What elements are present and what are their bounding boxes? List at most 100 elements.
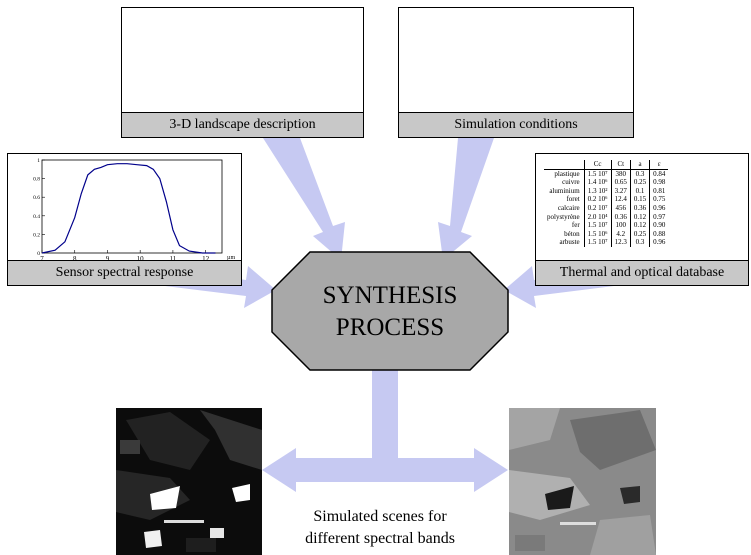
- cell-material: fer: [571, 221, 580, 230]
- table-row: aluminium 1.3 10² 3.27 0.1 0.81: [544, 186, 669, 196]
- cell-ct: 0.36: [610, 212, 631, 222]
- conditions-box: Simulation conditions: [398, 7, 634, 138]
- cell-a: 0.3: [629, 238, 650, 247]
- table-row: fer 1.5 10⁷ 100 0.12 0.90: [544, 221, 669, 230]
- x-tick-label: 11: [170, 255, 177, 263]
- cell-ct: 12.3: [610, 238, 631, 247]
- cell-a: 0.25: [629, 178, 650, 187]
- y-tick-label: 1: [37, 158, 40, 164]
- database-box: Cc Ct a ε plastique 1.5 10⁷ 380 0.3 0.84 cuiv…: [535, 153, 749, 286]
- database-caption: Thermal and optical database: [536, 260, 748, 285]
- table-row: calcaire 0.2 10⁷ 456 0.36 0.96: [544, 203, 669, 213]
- process-line-1: SYNTHESIS: [322, 282, 458, 309]
- process-line-2: PROCESS: [335, 314, 445, 341]
- cell-a: 0.15: [629, 195, 650, 204]
- conditions-caption: Simulation conditions: [399, 112, 633, 137]
- cell-material: foret: [566, 195, 580, 204]
- scenes-line-2: different spectral bands: [305, 530, 455, 547]
- scenes-line-1: Simulated scenes for: [313, 508, 447, 525]
- x-tick-label: 12: [202, 255, 210, 263]
- cell-epsilon: 0.81: [649, 186, 669, 196]
- cell-a: 0.12: [629, 212, 650, 222]
- x-tick-label: 7: [40, 255, 44, 263]
- table-header-row: Cc Ct a ε: [544, 160, 669, 170]
- y-tick-label: 0.8: [33, 177, 40, 183]
- table-row: béton 1.5 10⁶ 4.2 0.25 0.88: [544, 229, 669, 239]
- material-database-table: Cc Ct a ε plastique 1.5 10⁷ 380 0.3 0.84 cuiv…: [544, 160, 669, 247]
- arrow-to-scene-right: [385, 448, 508, 492]
- cell-epsilon: 0.75: [649, 195, 669, 204]
- cell-material: béton: [564, 229, 580, 238]
- cell-cc: 1.5 10⁷: [583, 221, 612, 230]
- cell-ct: 100: [610, 221, 631, 230]
- cell-epsilon: 0.98: [649, 178, 669, 187]
- sensor-response-chart: 7 8 9 10 11 12 0 0.2 0.4 0.6 0.8 1 µm: [33, 158, 235, 263]
- cell-material: plastique: [554, 169, 580, 178]
- header-cc: Cc: [583, 160, 612, 170]
- cell-ct: 4.2: [610, 229, 631, 239]
- header-a: a: [629, 160, 650, 170]
- cell-epsilon: 0.90: [649, 221, 669, 230]
- cell-ct: 3.27: [610, 186, 631, 196]
- cell-cc: 1.5 10⁷: [583, 238, 612, 247]
- cell-epsilon: 0.88: [649, 229, 669, 239]
- arrow-conditions-to-process: [438, 138, 494, 260]
- cell-cc: 2.0 10⁴: [583, 212, 612, 222]
- synthesis-process-label: SYNTHESIS PROCESS: [272, 253, 508, 371]
- simulated-scene-right: [509, 408, 656, 555]
- simulated-scenes-caption: Simulated scenes for different spectral …: [258, 506, 502, 550]
- y-tick-label: 0.6: [33, 195, 40, 201]
- x-tick-label: 10: [137, 255, 145, 263]
- cell-material: cuivre: [562, 178, 580, 187]
- flow-arrows: [165, 138, 614, 492]
- chart-series-line: [41, 163, 216, 254]
- cell-a: 0.12: [629, 221, 650, 230]
- sensor-caption: Sensor spectral response: [8, 260, 241, 285]
- cell-cc: 1.5 10⁶: [583, 229, 612, 239]
- chart-x-unit: µm: [227, 255, 235, 261]
- cell-a: 0.1: [629, 186, 650, 196]
- cell-epsilon: 0.96: [649, 203, 669, 213]
- cell-epsilon: 0.97: [649, 212, 669, 222]
- x-tick-label: 9: [106, 255, 110, 263]
- cell-a: 0.3: [629, 169, 650, 179]
- cell-ct: 0.65: [610, 178, 631, 187]
- header-epsilon: ε: [649, 160, 669, 170]
- x-tick-label: 8: [73, 255, 77, 263]
- cell-material: arbuste: [559, 238, 580, 247]
- cell-cc: 1.5 10⁷: [583, 169, 612, 179]
- cell-cc: 1.3 10²: [583, 186, 612, 196]
- cell-ct: 456: [610, 203, 631, 213]
- landscape-box: 3-D landscape description: [121, 7, 364, 138]
- cell-material: calcaire: [557, 203, 580, 212]
- table-row: cuivre 1.4 10⁶ 0.65 0.25 0.98: [544, 178, 669, 187]
- synthesis-process-octagon: [271, 251, 509, 371]
- arrow-process-stem: [372, 370, 398, 470]
- chart-ticks: 7 8 9 10 11 12 0 0.2 0.4 0.6 0.8 1: [33, 158, 210, 263]
- simulated-scene-left: [116, 408, 262, 555]
- cell-a: 0.25: [629, 229, 650, 239]
- landscape-caption: 3-D landscape description: [122, 112, 363, 137]
- cell-cc: 0.2 10⁷: [583, 203, 612, 213]
- table-row: polystyrène 2.0 10⁴ 0.36 0.12 0.97: [544, 212, 669, 222]
- y-tick-label: 0: [37, 251, 40, 257]
- header-ct: Ct: [610, 160, 631, 170]
- table-row: foret 0.2 10⁶ 12.4 0.15 0.75: [544, 195, 669, 204]
- cell-material: polystyrène: [547, 212, 580, 221]
- cell-material: aluminium: [549, 186, 580, 195]
- y-tick-label: 0.2: [33, 232, 40, 238]
- cell-epsilon: 0.84: [649, 169, 669, 179]
- y-tick-label: 0.4: [33, 214, 40, 220]
- arrow-landscape-to-process: [263, 138, 345, 260]
- sensor-box: Sensor spectral response: [7, 153, 242, 286]
- table-row: arbuste 1.5 10⁷ 12.3 0.3 0.96: [544, 238, 669, 247]
- cell-ct: 380: [610, 169, 631, 179]
- table-row: plastique 1.5 10⁷ 380 0.3 0.84: [544, 169, 669, 179]
- cell-ct: 12.4: [610, 195, 631, 204]
- cell-epsilon: 0.96: [649, 238, 669, 247]
- cell-a: 0.36: [629, 203, 650, 213]
- chart-plot-area: [41, 159, 223, 254]
- arrow-to-scene-left: [262, 448, 385, 492]
- cell-cc: 0.2 10⁶: [583, 195, 612, 204]
- cell-cc: 1.4 10⁶: [583, 178, 612, 187]
